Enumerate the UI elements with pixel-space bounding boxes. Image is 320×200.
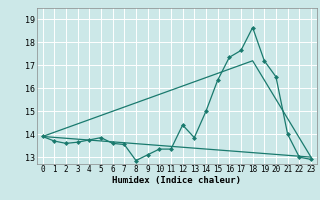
- X-axis label: Humidex (Indice chaleur): Humidex (Indice chaleur): [112, 176, 241, 185]
